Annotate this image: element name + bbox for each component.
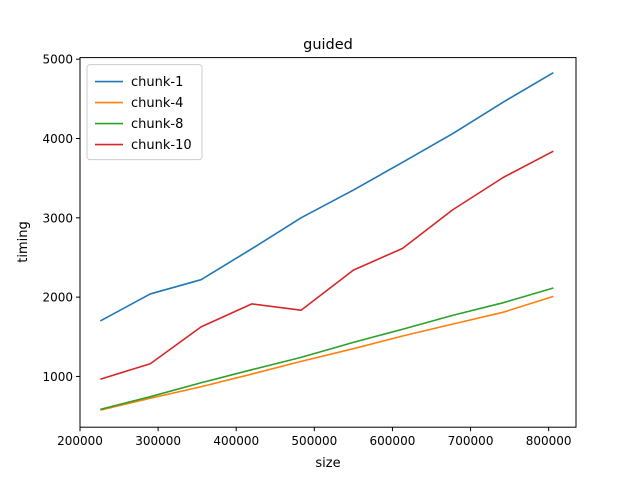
legend-label: chunk-4 <box>131 96 183 111</box>
x-tick-label: 200000 <box>57 434 103 448</box>
chart-title: guided <box>303 37 353 53</box>
series-line-chunk-8 <box>100 287 554 411</box>
x-axis-label: size <box>315 456 340 471</box>
x-tick-label: 700000 <box>448 434 494 448</box>
y-tick-label: 5000 <box>42 53 73 67</box>
series-line-chunk-4 <box>100 295 554 411</box>
legend: chunk-1 chunk-4 chunk-8 chunk-10 <box>86 64 203 161</box>
y-tick-label: 2000 <box>42 291 73 305</box>
y-tick-label: 3000 <box>42 211 73 225</box>
x-tick-label: 600000 <box>370 434 416 448</box>
y-tick-label: 1000 <box>42 370 73 384</box>
legend-box <box>86 64 203 161</box>
series-layer <box>99 71 554 411</box>
y-axis-label: timing <box>16 221 31 262</box>
legend-label: chunk-8 <box>131 117 183 132</box>
y-tick-label: 4000 <box>42 132 73 146</box>
x-tick-label: 800000 <box>526 434 572 448</box>
plot-frame <box>79 57 577 428</box>
x-tick-label: 300000 <box>135 434 181 448</box>
series-line-chunk-1 <box>99 71 554 322</box>
legend-label: chunk-1 <box>131 75 183 90</box>
y-axis: 1000 2000 3000 4000 5000 <box>42 53 80 384</box>
x-tick-label: 400000 <box>213 434 259 448</box>
x-axis: 200000 300000 400000 500000 600000 700000 8000… <box>57 427 572 448</box>
x-tick-label: 500000 <box>291 434 337 448</box>
legend-label: chunk-10 <box>131 138 192 153</box>
series-line-chunk-10 <box>100 150 554 380</box>
